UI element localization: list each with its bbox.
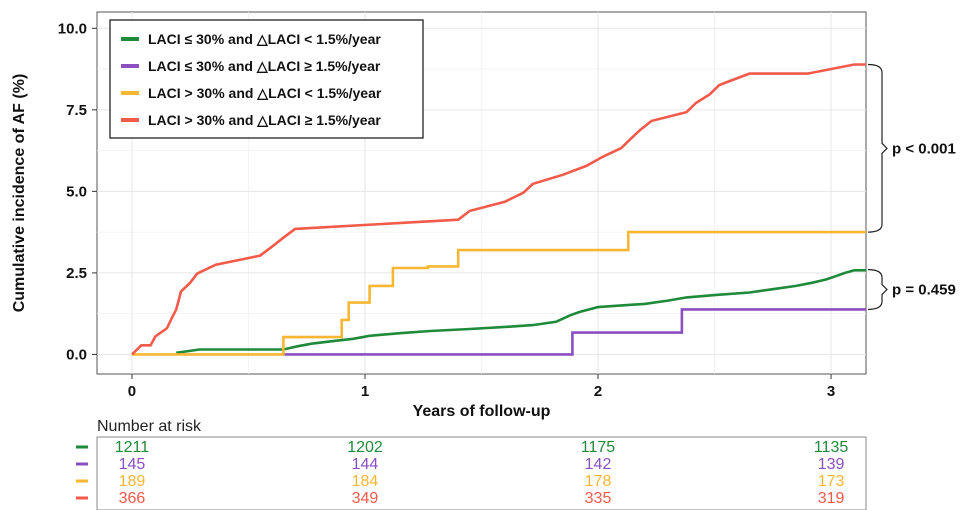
x-axis-title: Years of follow-up bbox=[413, 403, 551, 420]
risk-count: 335 bbox=[585, 490, 612, 507]
pvalue-bracket bbox=[867, 269, 888, 311]
legend-box bbox=[109, 19, 424, 139]
risk-count: 189 bbox=[119, 473, 146, 490]
legend-label: LACI ≤ 30% and △LACI < 1.5%/year bbox=[148, 31, 381, 47]
pvalue-label: p = 0.459 bbox=[892, 282, 956, 299]
series-line-1 bbox=[176, 269, 866, 355]
series-line-4 bbox=[131, 63, 866, 356]
y-tick-label: 0.0 bbox=[66, 346, 87, 363]
legend-label: LACI ≤ 30% and △LACI ≥ 1.5%/year bbox=[148, 58, 381, 74]
risk-count: 366 bbox=[119, 490, 146, 507]
risk-count: 142 bbox=[585, 456, 612, 473]
legend-label: LACI > 30% and △LACI < 1.5%/year bbox=[148, 85, 382, 101]
risk-count: 173 bbox=[818, 473, 845, 490]
risk-count: 178 bbox=[585, 473, 612, 490]
y-axis-title: Cumulative incidence of AF (%) bbox=[11, 74, 28, 313]
risk-table-title: Number at risk bbox=[97, 418, 202, 435]
risk-count: 349 bbox=[352, 490, 379, 507]
risk-count: 144 bbox=[352, 456, 379, 473]
risk-count: 1211 bbox=[115, 439, 150, 456]
risk-count: 139 bbox=[818, 456, 845, 473]
risk-count: 319 bbox=[818, 490, 845, 507]
x-tick-label: 2 bbox=[594, 383, 602, 400]
x-tick-label: 3 bbox=[827, 383, 835, 400]
y-tick-label: 5.0 bbox=[66, 183, 87, 200]
y-tick-label: 7.5 bbox=[66, 102, 87, 119]
risk-count: 184 bbox=[352, 473, 379, 490]
y-tick-label: 10.0 bbox=[58, 20, 87, 37]
pvalue-bracket bbox=[867, 63, 888, 233]
risk-table-panel bbox=[96, 436, 867, 510]
series-line-3 bbox=[132, 230, 866, 356]
legend-label: LACI > 30% and △LACI ≥ 1.5%/year bbox=[148, 112, 381, 128]
pvalue-label: p < 0.001 bbox=[892, 140, 956, 157]
risk-count: 145 bbox=[119, 456, 146, 473]
series-line-2 bbox=[283, 308, 866, 356]
x-tick-label: 1 bbox=[361, 383, 369, 400]
risk-count: 1175 bbox=[581, 439, 616, 456]
y-tick-label: 2.5 bbox=[66, 265, 87, 282]
risk-count: 1202 bbox=[347, 439, 383, 456]
risk-count: 1135 bbox=[814, 439, 849, 456]
x-tick-label: 0 bbox=[128, 383, 136, 400]
